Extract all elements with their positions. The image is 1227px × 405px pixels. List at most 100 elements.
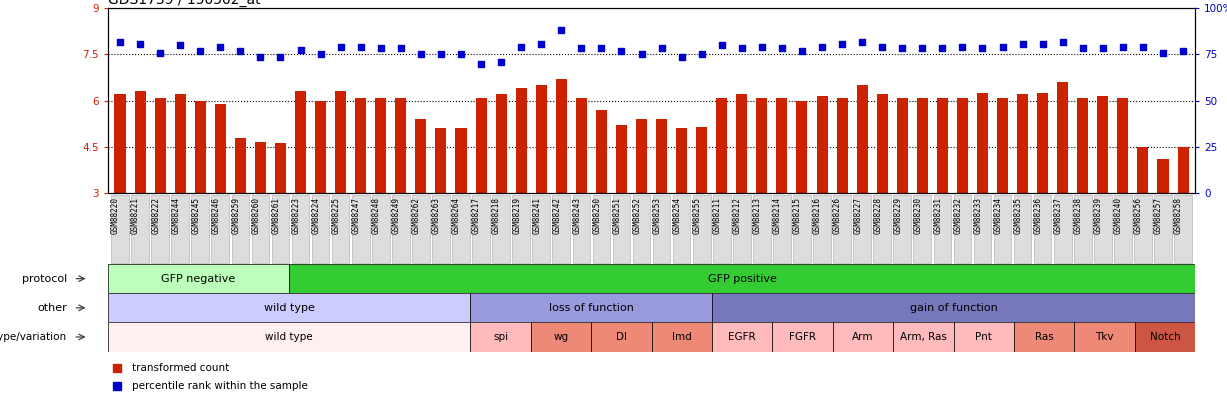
Point [331, 43, 351, 50]
Bar [893, 195, 912, 263]
Bar [195, 101, 206, 193]
Point [1012, 40, 1032, 47]
Text: GSM88246: GSM88246 [211, 197, 221, 234]
Bar [215, 104, 226, 193]
Text: GSM88253: GSM88253 [653, 197, 661, 234]
Bar [492, 195, 510, 263]
Bar [717, 98, 728, 193]
Bar [837, 98, 848, 193]
Bar [496, 94, 507, 193]
Text: GSM88211: GSM88211 [713, 197, 721, 234]
Text: GSM88235: GSM88235 [1014, 197, 1022, 234]
Bar [937, 98, 948, 193]
Bar [934, 195, 951, 263]
Text: GSM88263: GSM88263 [432, 197, 440, 234]
Bar [114, 94, 125, 193]
Point [531, 40, 551, 47]
Point [672, 54, 692, 61]
Bar [436, 128, 447, 193]
Point [512, 43, 531, 50]
Bar [355, 98, 366, 193]
Point [733, 45, 752, 51]
Bar [672, 195, 691, 263]
Point [1053, 39, 1072, 45]
Bar [375, 98, 387, 193]
Text: GSM88243: GSM88243 [572, 197, 582, 234]
Text: Arm: Arm [853, 332, 874, 342]
Text: GSM88232: GSM88232 [953, 197, 962, 234]
Bar [693, 195, 710, 263]
Bar [1137, 147, 1148, 193]
Text: GSM88261: GSM88261 [271, 197, 281, 234]
Text: GSM88216: GSM88216 [814, 197, 822, 234]
Bar [312, 195, 329, 263]
Bar [1157, 159, 1168, 193]
Text: GSM88236: GSM88236 [1033, 197, 1043, 234]
Text: GSM88248: GSM88248 [372, 197, 380, 234]
Bar [1058, 82, 1069, 193]
Bar [255, 142, 266, 193]
Point [471, 60, 491, 67]
Bar [1037, 93, 1048, 193]
Bar [174, 94, 185, 193]
Text: GSM88233: GSM88233 [973, 197, 983, 234]
Bar [1114, 195, 1131, 263]
Text: transformed count: transformed count [131, 363, 228, 373]
Text: Pnt: Pnt [975, 332, 993, 342]
Bar [552, 195, 571, 263]
Text: GSM88214: GSM88214 [773, 197, 782, 234]
Bar [1034, 195, 1052, 263]
Bar [391, 195, 410, 263]
Bar [395, 98, 406, 193]
Bar [994, 195, 1011, 263]
Text: loss of function: loss of function [548, 303, 633, 313]
Point [853, 39, 872, 45]
Point [993, 43, 1012, 50]
Point [812, 43, 832, 50]
Bar [135, 92, 146, 193]
Bar [1075, 322, 1135, 352]
Text: GFP positive: GFP positive [708, 274, 777, 284]
Text: GFP negative: GFP negative [162, 274, 236, 284]
Point [1033, 40, 1053, 47]
Point [1072, 45, 1092, 51]
Text: GSM88213: GSM88213 [753, 197, 762, 234]
Bar [773, 195, 790, 263]
Text: GSM88247: GSM88247 [352, 197, 361, 234]
Bar [315, 101, 326, 193]
Text: Dl: Dl [616, 332, 627, 342]
Bar [556, 79, 567, 193]
Bar [736, 94, 747, 193]
Bar [234, 138, 245, 193]
Point [271, 54, 291, 61]
Bar [893, 322, 953, 352]
Text: GSM88225: GSM88225 [331, 197, 341, 234]
Text: GDS1739 / 150502_at: GDS1739 / 150502_at [108, 0, 260, 7]
Bar [151, 195, 169, 263]
Text: GSM88251: GSM88251 [612, 197, 621, 234]
Bar [1054, 195, 1071, 263]
Bar [1174, 195, 1191, 263]
Text: GSM88226: GSM88226 [833, 197, 842, 234]
Point [933, 45, 952, 51]
Text: wild type: wild type [264, 303, 314, 313]
Bar [856, 85, 867, 193]
Text: GSM88255: GSM88255 [693, 197, 702, 234]
Point [1113, 43, 1133, 50]
Bar [108, 322, 470, 352]
Point [310, 51, 330, 58]
Bar [331, 195, 350, 263]
Bar [472, 195, 490, 263]
Bar [897, 98, 908, 193]
Bar [453, 195, 470, 263]
Text: GSM88250: GSM88250 [593, 197, 601, 234]
Point [772, 45, 791, 51]
Bar [1014, 195, 1032, 263]
Text: GSM88227: GSM88227 [853, 197, 863, 234]
Bar [108, 264, 290, 293]
Point [1173, 48, 1193, 55]
Bar [833, 322, 893, 352]
Text: GSM88228: GSM88228 [874, 197, 882, 234]
Bar [917, 98, 928, 193]
Bar [712, 322, 772, 352]
